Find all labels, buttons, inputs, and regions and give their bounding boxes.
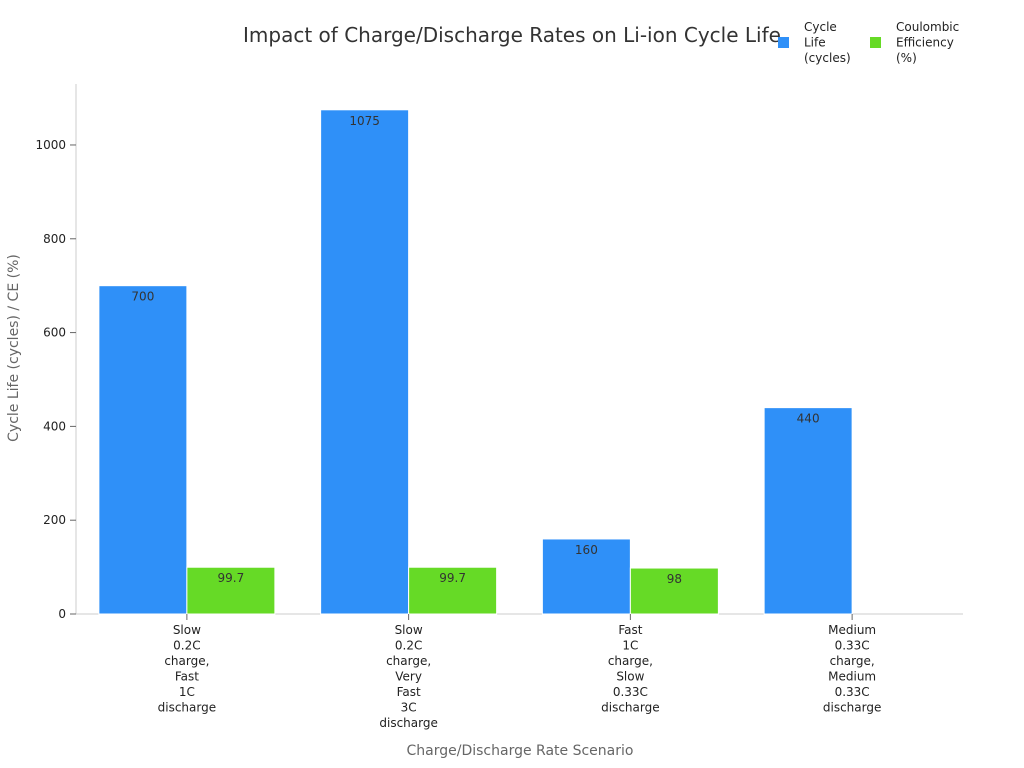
- legend: Cycle Life (cycles) Coulombic Efficiency (%): [778, 20, 959, 65]
- y-tick-label: 400: [43, 419, 66, 433]
- bar-series-2: [629, 567, 719, 615]
- data-label: 99.7: [439, 571, 466, 585]
- data-label: 99.7: [218, 571, 245, 585]
- data-label: 440: [797, 412, 820, 426]
- y-tick-label: 1000: [35, 138, 66, 152]
- bar-series-2: [408, 566, 498, 615]
- chart-title: Impact of Charge/Discharge Rates on Li-i…: [243, 23, 781, 47]
- data-label: 160: [575, 543, 598, 557]
- x-tick-label: Slow 0.2C charge, Fast 1C discharge: [158, 623, 216, 715]
- data-label: 700: [131, 290, 154, 304]
- data-label: 98: [667, 572, 682, 586]
- data-label: 1075: [349, 114, 380, 128]
- y-tick-label: 800: [43, 232, 66, 246]
- bar-series-1: [98, 285, 188, 615]
- bar-series-1: [320, 109, 410, 615]
- y-axis-title: Cycle Life (cycles) / CE (%): [6, 254, 22, 442]
- x-tick-label: Medium 0.33C charge, Medium 0.33C discharge: [823, 623, 881, 715]
- legend-label: Coulombic Efficiency (%): [896, 20, 959, 65]
- bars: 700 99.7 1075 99.7 160 98 440: [98, 109, 853, 615]
- x-tick-labels: Slow 0.2C charge, Fast 1C discharge Slow 0.2C ch…: [158, 614, 881, 730]
- y-tick-label: 0: [58, 607, 66, 621]
- y-tick-label: 600: [43, 326, 66, 340]
- legend-swatch: [870, 37, 881, 48]
- bar-series-1: [763, 407, 853, 615]
- legend-label: Cycle Life (cycles): [804, 20, 851, 65]
- bar-series-2: [186, 566, 276, 615]
- x-axis-title: Charge/Discharge Rate Scenario: [407, 743, 634, 759]
- y-tick-label: 200: [43, 513, 66, 527]
- x-tick-label: Slow 0.2C charge, Very Fast 3C discharge: [379, 623, 437, 730]
- legend-swatch: [778, 37, 789, 48]
- x-tick-label: Fast 1C charge, Slow 0.33C discharge: [601, 623, 659, 715]
